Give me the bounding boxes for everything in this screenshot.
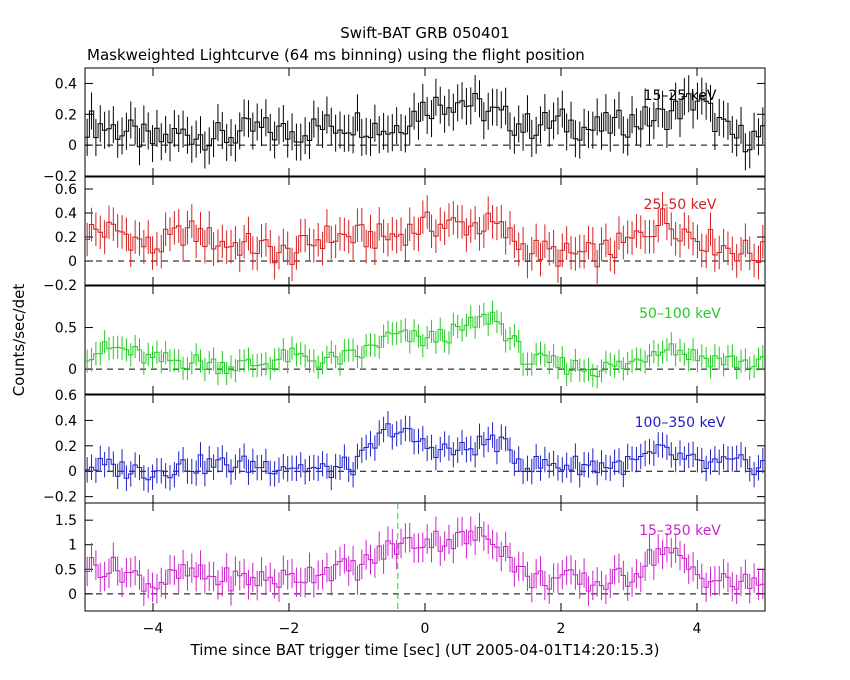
x-tick-label: 2 bbox=[557, 621, 566, 637]
y-tick-label: 0.2 bbox=[55, 230, 77, 246]
figure-title: Swift-BAT GRB 050401 bbox=[340, 24, 509, 42]
panel-1: −0.2 0 0.2 0.4 15–25 keV bbox=[43, 67, 766, 185]
y-tick-label: 0.2 bbox=[55, 107, 77, 123]
y-tick-label: 0.6 bbox=[55, 182, 77, 198]
band-label: 25–50 keV bbox=[644, 197, 717, 213]
panel-2: −0.2 0 0.2 0.4 0.6 25–50 keV bbox=[43, 176, 766, 294]
y-tick-label: −0.2 bbox=[43, 169, 77, 185]
band-label: 15–350 keV bbox=[639, 523, 721, 539]
x-tick-label: −2 bbox=[279, 621, 300, 637]
x-tick-label: 4 bbox=[693, 621, 702, 637]
y-tick-label: 0 bbox=[68, 254, 77, 270]
y-axis-label: Counts/sec/det bbox=[10, 284, 28, 397]
band-label: 100–350 keV bbox=[635, 415, 726, 431]
y-tick-label: 0.4 bbox=[55, 413, 77, 429]
lightcurve-steps bbox=[85, 93, 765, 153]
y-tick-label: 0 bbox=[68, 464, 77, 480]
x-axis-label: Time since BAT trigger time [sec] (UT 20… bbox=[190, 641, 660, 659]
y-tick-label: 0.5 bbox=[55, 562, 77, 578]
y-tick-label: 0.5 bbox=[55, 321, 77, 337]
lightcurve-steps bbox=[85, 311, 765, 378]
x-tick-label: −4 bbox=[143, 621, 164, 637]
y-tick-label: 0 bbox=[68, 587, 77, 603]
lightcurve-steps bbox=[85, 527, 765, 592]
y-tick-label: 0 bbox=[68, 362, 77, 378]
y-tick-label: 1 bbox=[68, 538, 77, 554]
lightcurve-steps bbox=[85, 423, 765, 481]
y-tick-label: 0.6 bbox=[55, 388, 77, 404]
y-tick-label: −0.2 bbox=[43, 490, 77, 506]
band-label: 50–100 keV bbox=[639, 306, 721, 322]
panel-5: 0 0.5 1 1.5 −4 −2 0 2 4 15–350 keV bbox=[55, 502, 766, 637]
y-tick-label: 0 bbox=[68, 138, 77, 154]
figure-subtitle: Maskweighted Lightcurve (64 ms binning) … bbox=[87, 46, 585, 64]
y-tick-label: 1.5 bbox=[55, 513, 77, 529]
y-tick-label: 0.4 bbox=[55, 76, 77, 92]
lightcurve-steps bbox=[85, 208, 765, 268]
x-tick-label: 0 bbox=[421, 621, 430, 637]
y-tick-label: −0.2 bbox=[43, 278, 77, 294]
y-tick-label: 0.4 bbox=[55, 206, 77, 222]
panel-3: 0 0.5 50–100 keV bbox=[55, 285, 766, 395]
panel-4: −0.2 0 0.2 0.4 0.6 100–350 keV bbox=[43, 388, 766, 506]
y-tick-label: 0.2 bbox=[55, 439, 77, 455]
band-label: 15–25 keV bbox=[644, 88, 717, 104]
